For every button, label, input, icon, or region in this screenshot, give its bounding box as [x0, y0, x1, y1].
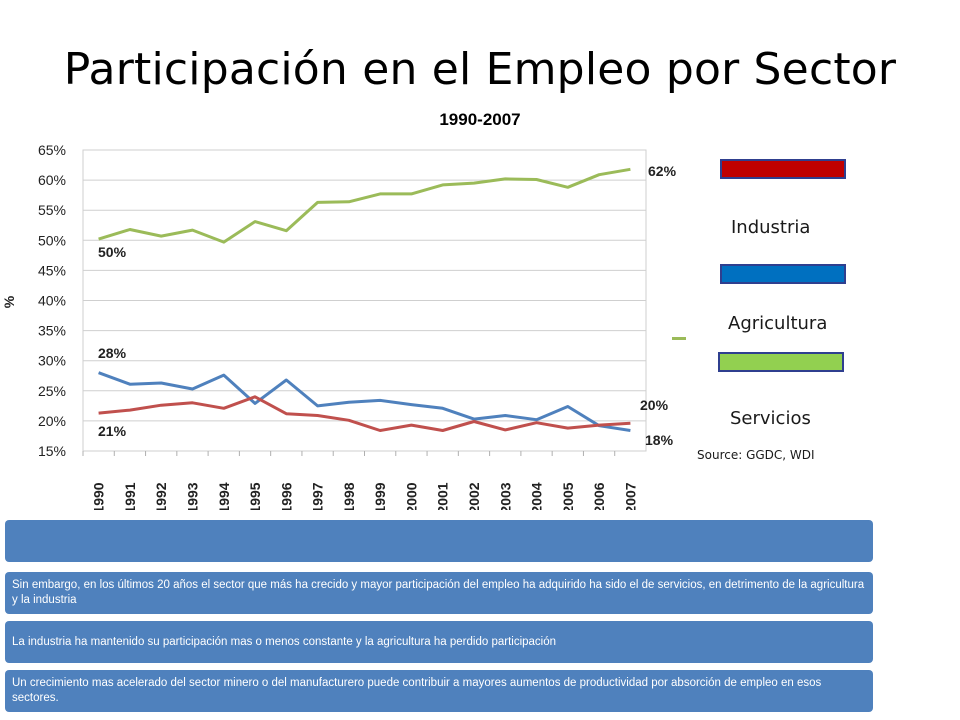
x-tick-label: 1997: [310, 482, 326, 510]
y-tick-label: 50%: [38, 232, 66, 248]
x-tick-label: 2002: [466, 482, 482, 510]
x-tick-label: 1991: [122, 482, 138, 510]
series-line-servicios: [98, 167, 631, 244]
servicios-start-label: 50%: [98, 244, 127, 260]
y-tick-label: 40%: [38, 293, 66, 309]
legend-label-agricultura: Agricultura: [728, 313, 828, 334]
stray-legend-line-mark: [672, 337, 686, 340]
employment-line-chart: 15% 20% 25% 30% 35% 40% 45% 50% 55% 60% 65% 1990 199…: [1, 142, 677, 510]
y-tick-label: 30%: [38, 353, 66, 369]
x-tick-label: 2006: [591, 482, 607, 510]
x-tick-label: 1993: [184, 482, 200, 510]
x-tick-label: 2003: [497, 482, 513, 510]
y-tick-label: 60%: [38, 172, 66, 188]
x-tick-label: 2007: [622, 482, 638, 510]
series-line-industria: [98, 395, 631, 432]
legend-label-servicios: Servicios: [730, 408, 811, 429]
agricultura-end-label: 18%: [645, 432, 674, 448]
industria-end-label: 20%: [640, 397, 669, 413]
x-tick-label: 2001: [435, 482, 451, 510]
x-tick-label: 1990: [91, 482, 107, 510]
page-title: Participación en el Empleo por Sector: [63, 44, 897, 95]
agricultura-start-label: 28%: [98, 345, 127, 361]
y-tick-label: 55%: [38, 202, 66, 218]
y-tick-label: 15%: [38, 443, 66, 459]
x-tick-label: 1998: [341, 482, 357, 510]
bullet-band-empty: [5, 520, 873, 562]
legend-swatch-industria: [720, 159, 846, 179]
x-tick-label: 2005: [560, 482, 576, 510]
x-tick-label: 2004: [529, 482, 545, 510]
y-tick-label: 25%: [38, 383, 66, 399]
bullet-band-industria: La industria ha mantenido su participaci…: [5, 621, 873, 663]
x-tick-label: 1992: [153, 482, 169, 510]
y-axis-label: %: [1, 295, 17, 308]
bullet-band-crecimiento: Un crecimiento mas acelerado del sector …: [5, 670, 873, 712]
legend-label-industria: Industria: [731, 217, 811, 238]
chart-subtitle: 1990-2007: [439, 110, 521, 129]
source-note: Source: GGDC, WDI: [697, 448, 815, 462]
y-tick-label: 45%: [38, 262, 66, 278]
x-tick-label: 2000: [403, 482, 419, 510]
x-tick-label: 1996: [278, 482, 294, 510]
y-tick-label: 35%: [38, 323, 66, 339]
legend-swatch-agricultura: [720, 264, 846, 284]
servicios-end-label: 62%: [648, 163, 677, 179]
industria-start-label: 21%: [98, 423, 127, 439]
series-line-agricultura: [98, 371, 631, 432]
y-tick-label: 65%: [38, 142, 66, 158]
x-tick-label: 1995: [247, 482, 263, 510]
legend-swatch-servicios: [718, 352, 844, 372]
bullet-band-servicios: Sin embargo, en los últimos 20 años el s…: [5, 572, 873, 614]
x-tick-label: 1994: [216, 482, 232, 510]
x-tick-label: 1999: [372, 482, 388, 510]
y-tick-label: 20%: [38, 413, 66, 429]
